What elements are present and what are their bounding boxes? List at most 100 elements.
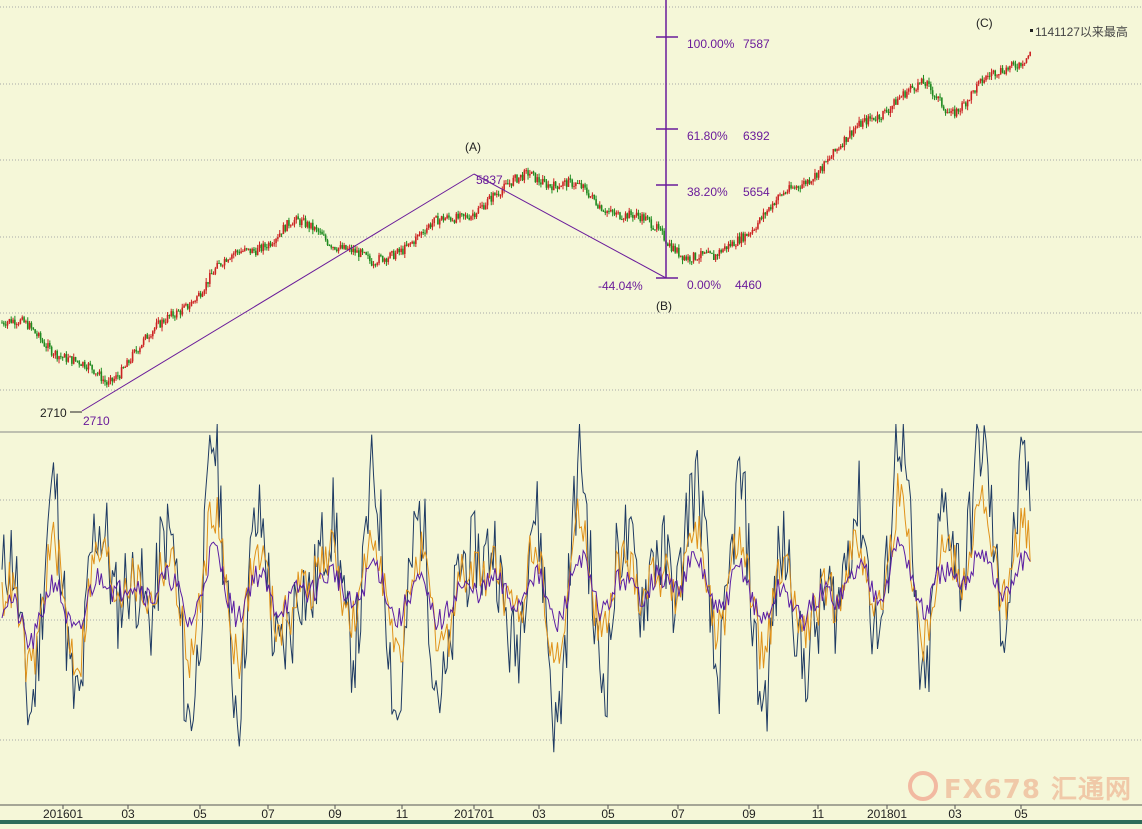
candle-body [475, 213, 478, 218]
candle-body [646, 216, 649, 218]
candle-body [334, 247, 336, 250]
candle-body [580, 183, 583, 189]
candle-body [849, 130, 851, 138]
candle-body [939, 96, 941, 98]
candle-body [462, 213, 465, 216]
candle-body [900, 96, 903, 98]
candle-body [843, 137, 846, 147]
candle-body [681, 255, 684, 261]
candle-body [788, 185, 791, 192]
candle-body [396, 248, 399, 254]
candle-body [540, 182, 542, 185]
candle-body [959, 110, 962, 112]
candle-body [446, 215, 448, 219]
low-price-label-fib: 2710 [83, 414, 110, 428]
candle-body [129, 361, 132, 363]
candle-body [985, 75, 987, 81]
candle-body [473, 213, 476, 218]
candle-body [332, 247, 334, 249]
candle-body [777, 194, 779, 201]
x-axis-tick-label: 201601 [43, 807, 83, 821]
candle-body [994, 70, 997, 77]
candle-body [363, 252, 366, 254]
candle-body [714, 254, 717, 260]
candle-body [545, 181, 548, 188]
candle-body [562, 181, 564, 187]
candle-body [839, 145, 842, 149]
candle-body [979, 78, 982, 81]
candle-body [438, 219, 441, 225]
record-high-note: 1141127以来最高 [1035, 24, 1128, 39]
x-axis-tick-label: 09 [742, 807, 756, 821]
candle-body [584, 184, 586, 188]
candle-body [6, 321, 9, 326]
candle-body [632, 215, 634, 218]
candle-body [633, 215, 636, 218]
candle-body [571, 179, 573, 187]
candle-body [527, 170, 529, 176]
osc-slow-line [1, 536, 1031, 650]
candle-body [186, 303, 189, 309]
peak-a-value: 5837 [476, 173, 503, 187]
candle-body [1009, 65, 1011, 70]
candle-body [47, 343, 49, 348]
candle-body [919, 82, 921, 84]
candle-body [529, 173, 531, 176]
candle-body [1, 322, 3, 324]
candle-body [621, 219, 623, 221]
candle-body [170, 311, 173, 316]
candle-body [308, 221, 310, 229]
candle-body [65, 354, 68, 362]
candle-body [76, 360, 79, 362]
candle-body [678, 247, 680, 257]
candle-body [374, 264, 377, 266]
candle-body [275, 238, 277, 244]
candle-body [45, 346, 47, 348]
candle-body [415, 236, 417, 244]
candle-body [755, 228, 757, 230]
candle-body [652, 228, 654, 230]
candle-body [91, 364, 93, 370]
candle-body [385, 258, 388, 263]
candle-body [12, 319, 14, 323]
candle-body [424, 232, 426, 234]
candle-body [946, 112, 949, 114]
candle-body [159, 320, 161, 328]
candle-body [133, 349, 136, 352]
candle-body [323, 234, 325, 236]
candle-body [1016, 67, 1019, 69]
candle-body [643, 214, 645, 221]
candle-body [676, 247, 678, 253]
candle-body [352, 248, 355, 253]
candle-body [740, 233, 743, 244]
candle-body [687, 256, 689, 260]
candle-body [760, 217, 763, 219]
candle-body [551, 186, 553, 191]
candle-body [944, 109, 947, 114]
candle-body [41, 339, 44, 343]
candle-body [630, 210, 632, 216]
candle-body [317, 228, 320, 232]
candle-body [552, 181, 555, 191]
candle-body [17, 323, 20, 325]
candle-body [957, 108, 960, 112]
candle-body [565, 180, 568, 187]
candle-body [358, 250, 360, 257]
candle-body [229, 258, 231, 260]
candle-body [893, 99, 895, 106]
candle-body [312, 222, 314, 231]
candle-body [830, 156, 833, 159]
candle-body [472, 213, 474, 217]
candle-body [543, 178, 546, 182]
candle-body [705, 252, 708, 254]
candle-body [663, 230, 665, 241]
candle-body [797, 186, 800, 188]
candle-body [87, 363, 90, 370]
candle-body [282, 225, 285, 235]
fib-level-value: 6392 [743, 129, 770, 143]
candle-body [804, 180, 807, 185]
candle-body [915, 89, 917, 91]
candle-body [223, 259, 226, 266]
candle-body [764, 212, 767, 215]
